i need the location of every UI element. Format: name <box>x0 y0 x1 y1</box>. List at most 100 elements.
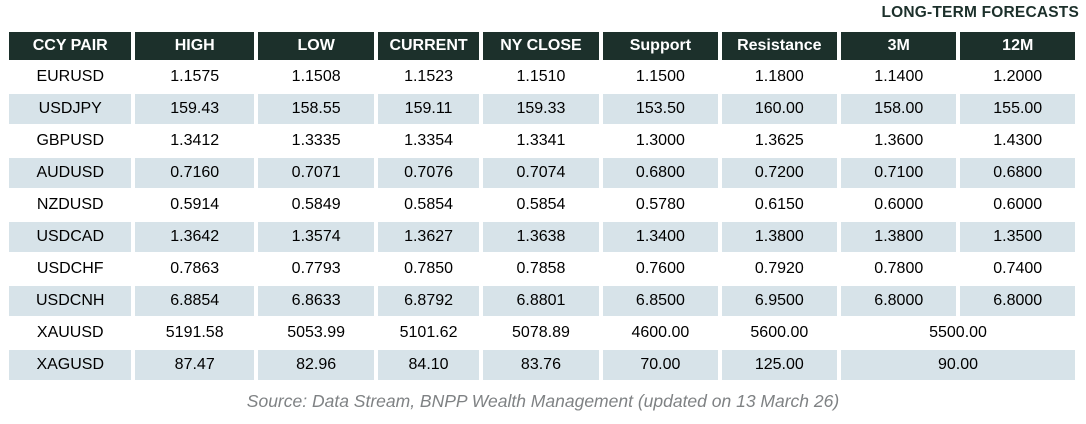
col-header-12m: 12M <box>960 32 1075 60</box>
low-cell: 1.3335 <box>257 126 375 156</box>
table-row: XAUUSD 5191.58 5053.99 5101.62 5078.89 4600.0… <box>9 318 1075 348</box>
support-cell: 0.7600 <box>603 254 718 284</box>
ccy-pair-cell: XAGUSD <box>9 350 132 380</box>
ny-close-cell: 5078.89 <box>482 318 600 348</box>
high-cell: 5191.58 <box>135 318 254 348</box>
current-cell: 84.10 <box>378 350 479 380</box>
col-header-low: LOW <box>257 32 375 60</box>
current-cell: 0.5854 <box>378 190 479 220</box>
ny-close-cell: 6.8801 <box>482 286 600 316</box>
m12-cell: 1.3500 <box>960 222 1075 252</box>
m3-cell: 1.3800 <box>841 222 957 252</box>
current-cell: 1.1523 <box>378 62 479 92</box>
high-cell: 1.1575 <box>135 62 254 92</box>
support-cell: 1.3400 <box>603 222 718 252</box>
low-cell: 1.3574 <box>257 222 375 252</box>
ny-close-cell: 1.3341 <box>482 126 600 156</box>
high-cell: 0.7863 <box>135 254 254 284</box>
low-cell: 6.8633 <box>257 286 375 316</box>
ccy-pair-cell: USDCNH <box>9 286 132 316</box>
col-header-3m: 3M <box>841 32 957 60</box>
m12-cell: 155.00 <box>960 94 1075 124</box>
ny-close-cell: 1.1510 <box>482 62 600 92</box>
low-cell: 158.55 <box>257 94 375 124</box>
resistance-cell: 5600.00 <box>721 318 838 348</box>
high-cell: 0.5914 <box>135 190 254 220</box>
low-cell: 5053.99 <box>257 318 375 348</box>
support-cell: 4600.00 <box>603 318 718 348</box>
table-row: EURUSD 1.1575 1.1508 1.1523 1.1510 1.1500 1.18… <box>9 62 1075 92</box>
col-header-ccy-pair: CCY PAIR <box>9 32 132 60</box>
col-header-current: CURRENT <box>378 32 479 60</box>
table-row: USDCHF 0.7863 0.7793 0.7850 0.7858 0.7600 0.79… <box>9 254 1075 284</box>
ccy-pair-cell: USDCAD <box>9 222 132 252</box>
support-cell: 153.50 <box>603 94 718 124</box>
table-row: USDCNH 6.8854 6.8633 6.8792 6.8801 6.8500 6.95… <box>9 286 1075 316</box>
resistance-cell: 0.7200 <box>721 158 838 188</box>
m3-cell: 0.7100 <box>841 158 957 188</box>
ccy-pair-cell: GBPUSD <box>9 126 132 156</box>
ccy-pair-cell: USDJPY <box>9 94 132 124</box>
col-header-resistance: Resistance <box>721 32 838 60</box>
current-cell: 1.3627 <box>378 222 479 252</box>
high-cell: 1.3642 <box>135 222 254 252</box>
ny-close-cell: 0.7074 <box>482 158 600 188</box>
col-header-support: Support <box>603 32 718 60</box>
support-cell: 1.1500 <box>603 62 718 92</box>
support-cell: 1.3000 <box>603 126 718 156</box>
forecast-merged-cell: 90.00 <box>841 350 1075 380</box>
current-cell: 6.8792 <box>378 286 479 316</box>
support-cell: 70.00 <box>603 350 718 380</box>
m12-cell: 0.6800 <box>960 158 1075 188</box>
current-cell: 0.7076 <box>378 158 479 188</box>
m3-cell: 1.3600 <box>841 126 957 156</box>
ccy-pair-cell: XAUUSD <box>9 318 132 348</box>
ny-close-cell: 83.76 <box>482 350 600 380</box>
m3-cell: 158.00 <box>841 94 957 124</box>
high-cell: 6.8854 <box>135 286 254 316</box>
resistance-cell: 1.3625 <box>721 126 838 156</box>
ny-close-cell: 0.5854 <box>482 190 600 220</box>
low-cell: 0.7793 <box>257 254 375 284</box>
resistance-cell: 160.00 <box>721 94 838 124</box>
current-cell: 5101.62 <box>378 318 479 348</box>
col-header-high: HIGH <box>135 32 254 60</box>
m12-cell: 0.7400 <box>960 254 1075 284</box>
long-term-forecasts-label: LONG-TERM FORECASTS <box>881 4 1079 21</box>
table-row: XAGUSD 87.47 82.96 84.10 83.76 70.00 125.00 90.… <box>9 350 1075 380</box>
support-cell: 0.6800 <box>603 158 718 188</box>
m3-cell: 0.7800 <box>841 254 957 284</box>
high-cell: 159.43 <box>135 94 254 124</box>
low-cell: 0.5849 <box>257 190 375 220</box>
table-row: NZDUSD 0.5914 0.5849 0.5854 0.5854 0.5780 0.61… <box>9 190 1075 220</box>
ny-close-cell: 1.3638 <box>482 222 600 252</box>
ny-close-cell: 0.7858 <box>482 254 600 284</box>
support-cell: 6.8500 <box>603 286 718 316</box>
forecast-merged-cell: 5500.00 <box>841 318 1075 348</box>
high-cell: 1.3412 <box>135 126 254 156</box>
low-cell: 1.1508 <box>257 62 375 92</box>
ccy-pair-cell: AUDUSD <box>9 158 132 188</box>
table-row: USDJPY 159.43 158.55 159.11 159.33 153.50 160.… <box>9 94 1075 124</box>
resistance-cell: 6.9500 <box>721 286 838 316</box>
high-cell: 0.7160 <box>135 158 254 188</box>
resistance-cell: 125.00 <box>721 350 838 380</box>
col-header-ny-close: NY CLOSE <box>482 32 600 60</box>
ny-close-cell: 159.33 <box>482 94 600 124</box>
m12-cell: 6.8000 <box>960 286 1075 316</box>
m3-cell: 0.6000 <box>841 190 957 220</box>
m3-cell: 6.8000 <box>841 286 957 316</box>
m12-cell: 1.2000 <box>960 62 1075 92</box>
resistance-cell: 1.1800 <box>721 62 838 92</box>
low-cell: 82.96 <box>257 350 375 380</box>
m12-cell: 0.6000 <box>960 190 1075 220</box>
current-cell: 0.7850 <box>378 254 479 284</box>
table-body: EURUSD 1.1575 1.1508 1.1523 1.1510 1.1500 1.18… <box>9 62 1075 380</box>
resistance-cell: 0.6150 <box>721 190 838 220</box>
m3-cell: 1.1400 <box>841 62 957 92</box>
table-header: CCY PAIR HIGH LOW CURRENT NY CLOSE Suppo… <box>9 32 1075 60</box>
support-cell: 0.5780 <box>603 190 718 220</box>
current-cell: 159.11 <box>378 94 479 124</box>
ccy-pair-cell: NZDUSD <box>9 190 132 220</box>
